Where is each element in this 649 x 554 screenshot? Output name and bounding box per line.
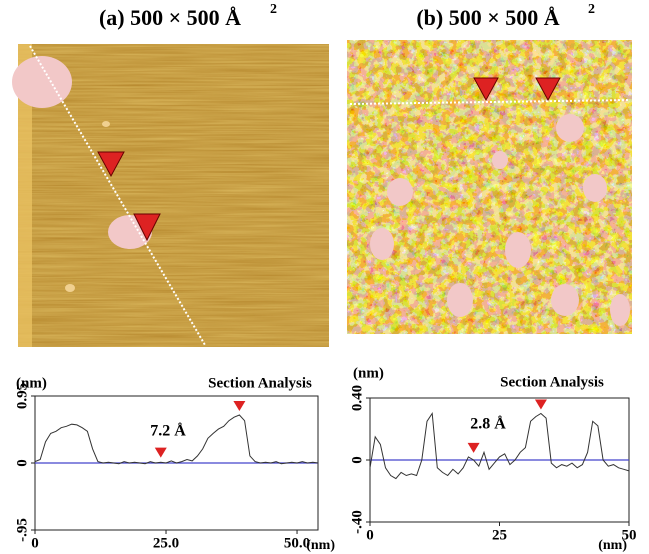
x-axis-unit: (nm) (306, 538, 335, 553)
chart-title: Section Analysis (208, 375, 312, 391)
annotation: 7.2 Å (150, 422, 186, 440)
panel-title-superscript: 2 (270, 2, 277, 17)
stm-image-a (12, 44, 329, 347)
section-marker (535, 400, 547, 410)
y-tick-label: 0 (349, 456, 365, 464)
y-axis-unit: (nm) (16, 375, 47, 391)
annotation: 2.8 Å (470, 415, 506, 433)
panel-title: (b) 500 × 500 Å (416, 5, 559, 30)
y-tick-label: 0.40 (349, 385, 365, 411)
panel-title-superscript: 2 (588, 2, 595, 17)
stm-image-b (347, 40, 632, 334)
x-tick-label: 0 (31, 535, 39, 551)
y-tick-label: -.40 (349, 510, 365, 534)
panel-title: (a) 500 × 500 Å (99, 5, 241, 30)
chart-title: Section Analysis (500, 374, 604, 390)
figure: (a) 500 × 500 Å 2 (b) 500 × 500 Å 2 -.95… (0, 0, 649, 554)
x-axis-unit: (nm) (598, 538, 627, 553)
y-axis-unit: (nm) (353, 365, 384, 381)
x-tick-label: 25.0 (153, 535, 179, 551)
x-tick-label: 0 (366, 527, 374, 543)
x-tick-label: 25 (492, 527, 507, 543)
section-marker (233, 401, 245, 411)
y-tick-label: -.95 (14, 518, 30, 542)
y-tick-label: 0 (14, 459, 30, 467)
section-marker (155, 448, 167, 458)
section-marker (468, 443, 480, 453)
